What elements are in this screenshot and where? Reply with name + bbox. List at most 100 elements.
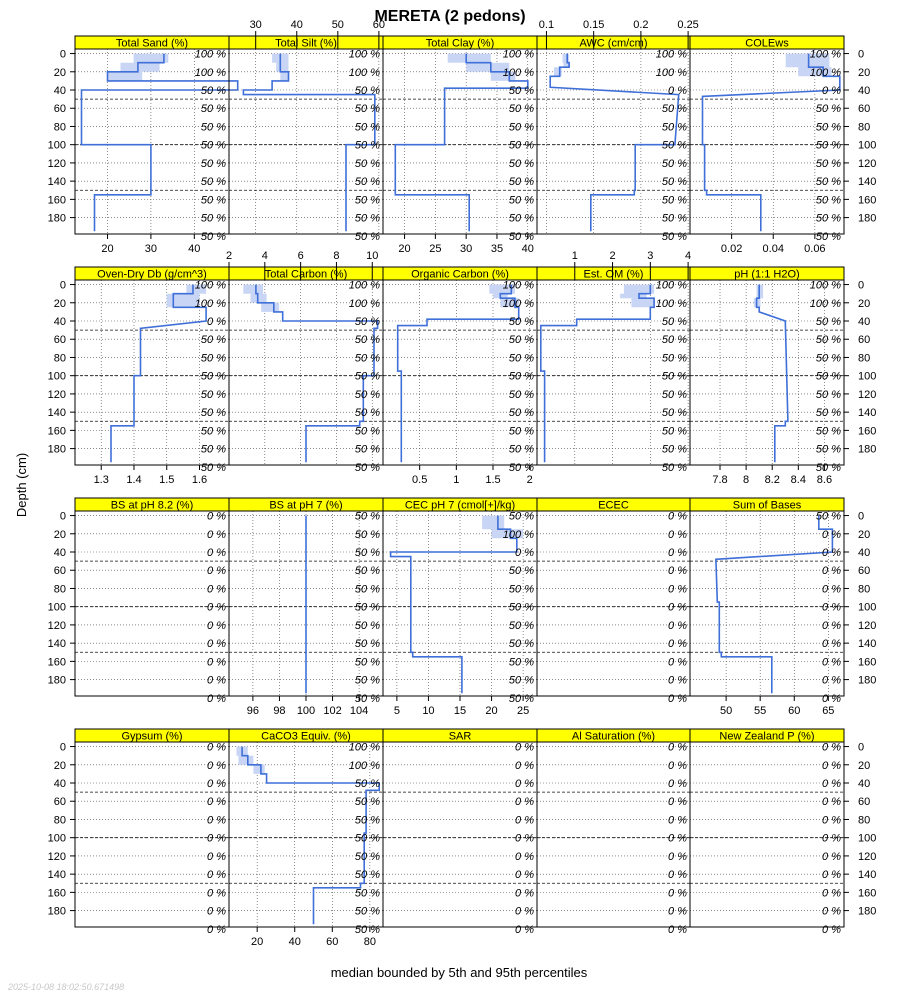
data-coverage-label: 50 % — [355, 407, 380, 419]
data-coverage-label: 0 % — [207, 547, 226, 559]
y-tick-label: 0 — [60, 280, 66, 292]
x-tick-label: 0.2 — [633, 19, 648, 31]
y-tick-label: 140 — [48, 176, 66, 188]
data-coverage-label: 50 % — [816, 352, 841, 364]
panel-frame — [689, 510, 845, 697]
data-coverage-label: 0 % — [207, 851, 226, 863]
panel-title: Total Sand (%) — [116, 38, 188, 50]
x-tick-label: 2 — [527, 474, 533, 486]
data-coverage-label: 0 % — [668, 620, 687, 632]
data-coverage-label: 50 % — [355, 444, 380, 456]
data-coverage-label: 0 % — [207, 778, 226, 790]
y-tick-label: 80 — [54, 583, 66, 595]
median-line — [549, 53, 680, 232]
x-tick-label: 30 — [145, 243, 157, 255]
data-coverage-label: 0 % — [515, 742, 534, 754]
data-coverage-label: 0 % — [822, 742, 841, 754]
data-coverage-label: 50 % — [201, 231, 226, 243]
x-tick-label: 30 — [460, 243, 472, 255]
data-coverage-label: 50 % — [509, 511, 534, 523]
data-coverage-label: 50 % — [816, 194, 841, 206]
panel: Gypsum (%) 0 % 0 % 0 % 0 % 0 % 0 % 0 % 0 % 0 % 0 %… — [48, 728, 230, 936]
data-coverage-label: 50 % — [662, 407, 687, 419]
percentile-band — [236, 746, 265, 774]
x-tick-label: 2 — [609, 250, 615, 262]
y-tick-label: 160 — [858, 194, 876, 206]
data-coverage-label: 0 % — [668, 906, 687, 918]
data-coverage-label: 0 % — [207, 796, 226, 808]
data-coverage-label: 0 % — [668, 602, 687, 614]
panel: CaCO3 Equiv. (%)100 %100 %50 %50 %50 %50… — [228, 728, 384, 948]
data-coverage-label: 0 % — [822, 529, 841, 541]
data-coverage-label: 100 % — [349, 742, 380, 754]
x-tick-label: 20 — [101, 243, 113, 255]
data-coverage-label: 0 % — [207, 529, 226, 541]
data-coverage-label: 0 % — [207, 316, 226, 328]
panel: ECEC 0 % 0 % 0 % 0 % 0 % 0 % 0 % 0 % 0 % 0 % 0 % — [536, 497, 691, 705]
x-tick-label: 40 — [291, 19, 303, 31]
y-tick-label: 20 — [54, 67, 66, 79]
data-coverage-label: 50 % — [509, 602, 534, 614]
data-coverage-label: 50 % — [509, 444, 534, 456]
y-tick-label: 80 — [858, 583, 870, 595]
y-tick-label: 20 — [858, 298, 870, 310]
y-tick-label: 0 — [60, 511, 66, 523]
data-coverage-label: 100 % — [656, 280, 687, 292]
panel: COLEws 100 % 100 % 0 % 50 % 50 % 50 % 50 % 50 % 5… — [689, 35, 876, 255]
data-coverage-label: 0 % — [822, 547, 841, 559]
data-coverage-label: 100 % — [503, 280, 534, 292]
data-coverage-label: 50 % — [355, 425, 380, 437]
panel-title: SAR — [449, 731, 472, 743]
y-tick-label: 100 — [858, 833, 876, 845]
data-coverage-label: 0 % — [515, 833, 534, 845]
median-line — [540, 284, 655, 463]
data-coverage-label: 50 % — [355, 833, 380, 845]
data-coverage-label: 0 % — [668, 583, 687, 595]
data-coverage-label: 50 % — [355, 602, 380, 614]
x-tick-label: 40 — [188, 243, 200, 255]
median-line — [110, 284, 207, 463]
y-tick-label: 20 — [858, 529, 870, 541]
y-tick-label: 140 — [48, 638, 66, 650]
panel-title: Total Carbon (%) — [265, 269, 348, 281]
panel-title: Sum of Bases — [733, 500, 802, 512]
y-tick-label: 180 — [48, 906, 66, 918]
data-coverage-label: 100 % — [503, 298, 534, 310]
data-coverage-label: 50 % — [816, 176, 841, 188]
data-coverage-label: 100 % — [349, 280, 380, 292]
data-coverage-label: 50 % — [355, 583, 380, 595]
panel-frame — [74, 741, 230, 928]
x-tick-label: 4 — [685, 250, 691, 262]
y-tick-label: 140 — [48, 869, 66, 881]
panel: CEC pH 7 (cmol[+]/kg)50 %100 %0 %50 %50 … — [382, 497, 538, 717]
data-coverage-label: 0 % — [515, 796, 534, 808]
x-tick-label: 1.6 — [192, 474, 207, 486]
data-coverage-label: 50 % — [509, 371, 534, 383]
data-coverage-label: 0 % — [515, 778, 534, 790]
median-line — [80, 53, 239, 232]
x-tick-label: 20 — [485, 705, 497, 717]
data-coverage-label: 50 % — [509, 425, 534, 437]
y-tick-label: 160 — [858, 887, 876, 899]
y-tick-label: 0 — [858, 511, 864, 523]
median-line — [389, 515, 518, 694]
data-coverage-label: 100 % — [349, 49, 380, 61]
data-coverage-label: 50 % — [201, 103, 226, 115]
data-coverage-label: 50 % — [662, 316, 687, 328]
data-coverage-label: 50 % — [662, 213, 687, 225]
data-coverage-label: 0 % — [668, 742, 687, 754]
y-tick-label: 180 — [858, 444, 876, 456]
data-coverage-label: 50 % — [355, 656, 380, 668]
x-tick-label: 1.5 — [485, 474, 500, 486]
y-tick-label: 0 — [858, 742, 864, 754]
data-coverage-label: 100 % — [195, 280, 226, 292]
data-coverage-label: 0 % — [207, 565, 226, 577]
y-tick-label: 120 — [48, 158, 66, 170]
y-tick-label: 140 — [48, 407, 66, 419]
data-coverage-label: 50 % — [355, 638, 380, 650]
data-coverage-label: 50 % — [509, 140, 534, 152]
data-coverage-label: 0 % — [515, 887, 534, 899]
y-tick-label: 100 — [48, 602, 66, 614]
data-coverage-label: 50 % — [816, 231, 841, 243]
median-line — [394, 53, 529, 232]
